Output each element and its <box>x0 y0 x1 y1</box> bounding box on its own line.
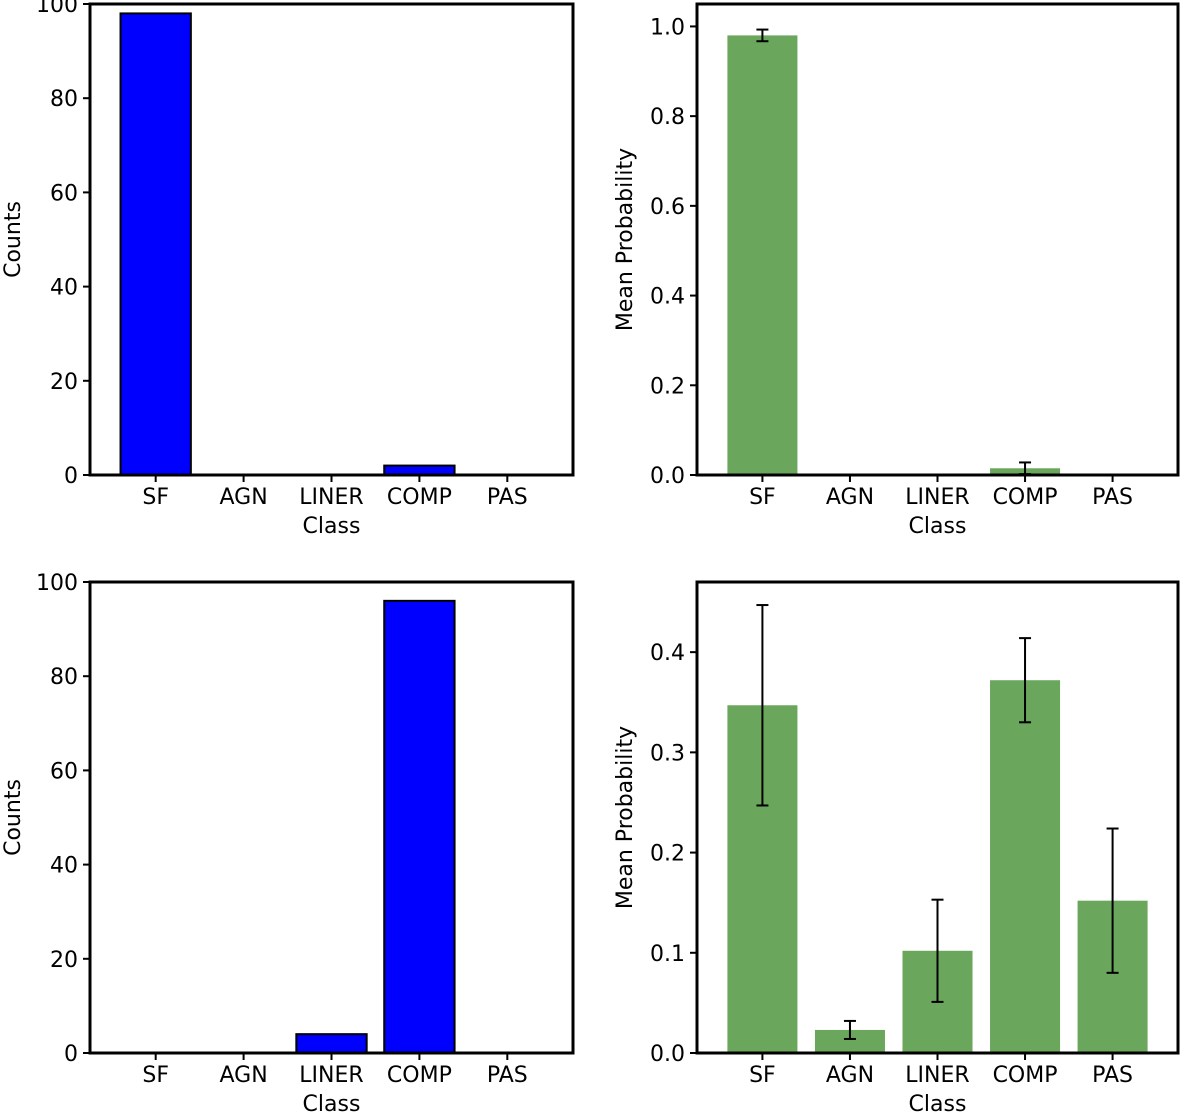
error-bar-pas <box>1106 827 1119 974</box>
x-tick-label-sf: SF <box>142 1063 169 1088</box>
x-tick-label-pas: PAS <box>487 1063 528 1088</box>
x-tick-label-pas: PAS <box>1092 1063 1133 1088</box>
y-tick-label: 20 <box>50 370 78 395</box>
x-tick-label-agn: AGN <box>826 1063 874 1088</box>
y-tick-label: 0 <box>64 1042 78 1067</box>
chart-panel-2: 0.0 0.2 0.4 0.6 0.8 1.0 SF AGN LINER COMP PAS Class… <box>613 2 1180 539</box>
x-tick-label-sf: SF <box>749 485 776 510</box>
y-tick-label: 40 <box>50 854 78 879</box>
y-tick-label: 0 <box>64 464 78 489</box>
y-tick-label: 0.8 <box>650 105 685 130</box>
y-tick-label: 1.0 <box>650 15 685 40</box>
x-tick-label-liner: LINER <box>299 1063 363 1088</box>
x-tick-label-agn: AGN <box>220 485 268 510</box>
y-tick-label: 80 <box>50 665 78 690</box>
x-tick-label-liner: LINER <box>905 485 969 510</box>
error-bar-agn <box>843 1019 856 1040</box>
y-tick-label: 40 <box>50 276 78 301</box>
x-tick-label-agn: AGN <box>826 485 874 510</box>
x-tick-label-pas: PAS <box>1092 485 1133 510</box>
x-tick-label-comp: COMP <box>387 1063 452 1088</box>
y-tick-label: 20 <box>50 948 78 973</box>
y-tick-label: 0.1 <box>650 942 685 967</box>
y-tick-label: 60 <box>50 759 78 784</box>
error-bar-liner <box>931 898 944 1003</box>
x-tick-label-comp: COMP <box>993 485 1058 510</box>
bar-sf <box>727 35 798 476</box>
x-tick-label-sf: SF <box>749 1063 776 1088</box>
y-axis-label: Mean Probability <box>613 726 638 909</box>
y-axis-label: Counts <box>1 779 26 856</box>
chart-panel-3: 0 20 40 60 80 100 SF AGN LINER COMP PAS Class Counts <box>1 571 575 1114</box>
y-tick-label: 60 <box>50 181 78 206</box>
bar-comp <box>383 599 456 1055</box>
y-axis-label: Counts <box>1 201 26 278</box>
y-tick-label: 100 <box>36 0 78 18</box>
bar-comp <box>990 680 1061 1053</box>
axes-frame <box>88 580 575 1055</box>
y-tick-label: 0.0 <box>650 464 685 489</box>
chart-panel-1: 0 20 40 60 80 100 SF AGN LINER COMP PAS Class Counts <box>1 0 575 539</box>
y-tick-label: 0.4 <box>650 641 685 666</box>
y-tick-label: 100 <box>36 571 78 596</box>
x-tick-label-comp: COMP <box>387 485 452 510</box>
y-tick-label: 0.4 <box>650 285 685 310</box>
y-axis-label: Mean Probability <box>613 148 638 331</box>
x-tick-label-agn: AGN <box>220 1063 268 1088</box>
x-tick-label-comp: COMP <box>993 1063 1058 1088</box>
error-bar-comp <box>1019 637 1032 724</box>
y-tick-label: 0.2 <box>650 842 685 867</box>
x-axis-label: Class <box>303 514 361 539</box>
y-tick-label: 0.2 <box>650 374 685 399</box>
error-bar-sf <box>756 604 769 807</box>
y-tick-label: 80 <box>50 87 78 112</box>
y-tick-label: 0.6 <box>650 195 685 220</box>
y-tick-label: 0.0 <box>650 1042 685 1067</box>
x-axis-label: Class <box>909 514 967 539</box>
x-tick-label-pas: PAS <box>487 485 528 510</box>
bar-liner <box>295 1033 368 1055</box>
error-bar-sf <box>756 28 769 43</box>
x-tick-label-liner: LINER <box>905 1063 969 1088</box>
chart-panel-4: 0.0 0.1 0.2 0.3 0.4 SF AGN LINER COMP PAS Class Mea… <box>613 580 1180 1114</box>
x-axis-label: Class <box>909 1092 967 1114</box>
bar-sf <box>119 12 192 476</box>
x-axis-label: Class <box>303 1092 361 1114</box>
x-tick-label-sf: SF <box>142 485 169 510</box>
y-tick-label: 0.3 <box>650 741 685 766</box>
bar-agn <box>814 1029 885 1053</box>
x-tick-label-liner: LINER <box>299 485 363 510</box>
